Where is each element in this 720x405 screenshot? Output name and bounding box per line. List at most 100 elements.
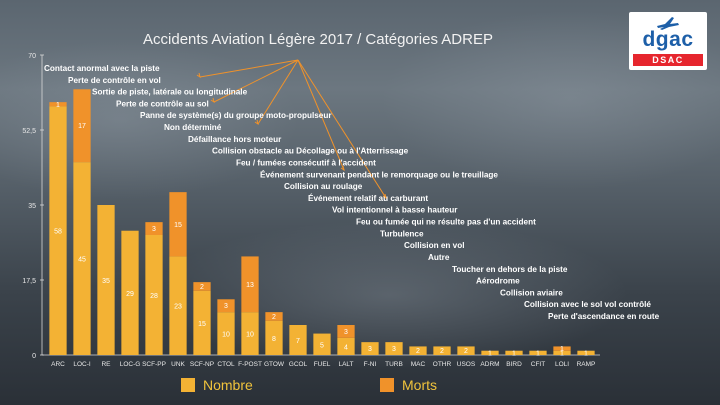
y-tick-label: 0 <box>32 353 36 360</box>
data-label-nombre-CTOL: 10 <box>222 332 230 339</box>
data-label-morts-LOLI: 1 <box>560 346 564 353</box>
leader-arrow-0 <box>196 72 201 79</box>
bar-nombre-TURB <box>385 342 403 355</box>
bar-nombre-UNK <box>169 256 187 355</box>
bar-morts-ARC <box>49 102 67 107</box>
logo-word: dgac <box>642 28 694 51</box>
leader-arrow-4 <box>210 97 215 104</box>
y-tick-label: 52,5 <box>22 128 36 135</box>
bar-nombre-GCOL <box>289 325 307 355</box>
x-tick-label-SCF-PP: SCF-PP <box>142 361 166 368</box>
bar-nombre-LALT <box>337 337 355 355</box>
data-label-morts-LOC-I: 17 <box>78 123 86 130</box>
legend-item-morts: Morts <box>380 375 437 395</box>
bar-nombre-BIRD <box>505 350 523 355</box>
legend-swatch-morts <box>380 378 394 392</box>
annotation-20: Collision avec le sol vol contrôlé <box>524 300 651 309</box>
bar-morts-LOC-I <box>73 89 91 163</box>
bar-nombre-USOS <box>457 346 475 355</box>
legend-label-morts: Morts <box>402 377 437 393</box>
bar-nombre-SCF-PP <box>145 235 163 355</box>
dgac-logo: dgac DSAC <box>629 12 707 70</box>
x-tick-label-SCF-NP: SCF-NP <box>190 361 214 368</box>
bar-morts-UNK <box>169 192 187 257</box>
annotation-16: Autre <box>428 253 450 262</box>
annotation-4: Panne de système(s) du groupe moto-propu… <box>140 111 332 120</box>
logo-band: DSAC <box>633 54 703 66</box>
data-label-nombre-LALT: 4 <box>344 344 348 351</box>
bar-nombre-LOC-G <box>121 230 139 355</box>
data-label-nombre-LOLI: 1 <box>560 350 564 357</box>
x-tick-label-GTOW: GTOW <box>264 361 285 368</box>
annotation-15: Collision en vol <box>404 241 465 250</box>
bar-morts-F-POST <box>241 256 259 313</box>
bar-nombre-LOLI <box>553 350 571 355</box>
data-label-nombre-LOC-I: 45 <box>78 257 86 264</box>
annotation-8: Feu / fumées consécutif à l'accident <box>236 158 376 167</box>
bar-morts-GTOW <box>265 312 283 321</box>
data-label-nombre-MAC: 2 <box>416 348 420 355</box>
leader-line-4 <box>213 59 299 103</box>
annotation-17: Toucher en dehors de la piste <box>452 265 568 274</box>
bar-nombre-ADRM <box>481 350 499 355</box>
bar-nombre-F-POST <box>241 312 259 355</box>
x-tick-label-OTHR: OTHR <box>433 361 452 368</box>
x-tick-label-CTOL: CTOL <box>217 361 235 368</box>
annotation-11: Événement relatif au carburant <box>308 193 428 203</box>
plane-icon <box>657 17 679 30</box>
bar-morts-CTOL <box>217 299 235 313</box>
bar-nombre-MAC <box>409 346 427 355</box>
data-label-nombre-RAMP: 1 <box>584 350 588 357</box>
data-label-nombre-CFIT: 1 <box>536 350 540 357</box>
x-tick-label-UNK: UNK <box>171 361 185 368</box>
bar-morts-SCF-PP <box>145 222 163 235</box>
data-label-nombre-USOS: 2 <box>464 348 468 355</box>
bar-nombre-RAMP <box>577 350 595 355</box>
y-tick-label: 35 <box>28 203 36 210</box>
annotation-18: Aérodrome <box>476 277 520 286</box>
data-label-nombre-SCF-PP: 28 <box>150 293 158 300</box>
annotation-9: Événement survenant pendant le remorquag… <box>260 169 498 179</box>
annotation-5: Non déterminé <box>164 123 222 132</box>
x-tick-label-BIRD: BIRD <box>506 361 522 368</box>
annotation-6: Défaillance hors moteur <box>188 135 282 144</box>
data-label-morts-CTOL: 3 <box>224 303 228 310</box>
bar-nombre-ARC <box>49 106 67 355</box>
annotation-7: Collision obstacle au Décollage ou à l'A… <box>212 147 409 156</box>
x-tick-label-CFIT: CFIT <box>531 361 545 368</box>
x-tick-label-LALT: LALT <box>338 361 353 368</box>
bar-morts-SCF-NP <box>193 282 211 291</box>
x-tick-label-USOS: USOS <box>457 361 476 368</box>
data-label-nombre-BIRD: 1 <box>512 350 516 357</box>
bar-nombre-OTHR <box>433 346 451 355</box>
x-tick-label-LOLI: LOLI <box>555 361 569 368</box>
data-label-nombre-LOC-G: 29 <box>126 291 134 298</box>
x-tick-label-TURB: TURB <box>385 361 403 368</box>
data-label-nombre-FUEL: 5 <box>320 342 324 349</box>
data-label-nombre-F-NI: 3 <box>368 346 372 353</box>
leader-line-3 <box>297 59 387 199</box>
data-label-morts-F-POST: 13 <box>246 282 254 289</box>
bar-nombre-CTOL <box>217 312 235 355</box>
leader-arrow-3 <box>382 193 387 200</box>
leader-arrow-1 <box>254 119 259 126</box>
bar-morts-LALT <box>337 325 355 338</box>
data-label-nombre-F-POST: 10 <box>246 332 254 339</box>
data-label-nombre-ADRM: 1 <box>488 350 492 357</box>
legend-label-nombre: Nombre <box>203 377 253 393</box>
x-tick-label-RE: RE <box>101 361 111 368</box>
bar-nombre-F-NI <box>361 342 379 355</box>
data-label-nombre-SCF-NP: 15 <box>198 321 206 328</box>
leader-arrow-2 <box>340 165 345 172</box>
data-label-nombre-TURB: 3 <box>392 346 396 353</box>
data-label-morts-LALT: 3 <box>344 329 348 336</box>
bar-nombre-RE <box>97 205 115 355</box>
bar-nombre-SCF-NP <box>193 290 211 355</box>
data-label-morts-UNK: 15 <box>174 222 182 229</box>
bar-morts-LOLI <box>553 346 571 351</box>
annotation-12: Vol intentionnel à basse hauteur <box>332 206 458 215</box>
x-tick-label-RAMP: RAMP <box>577 361 596 368</box>
data-label-morts-SCF-PP: 3 <box>152 226 156 233</box>
data-label-nombre-RE: 35 <box>102 278 110 285</box>
